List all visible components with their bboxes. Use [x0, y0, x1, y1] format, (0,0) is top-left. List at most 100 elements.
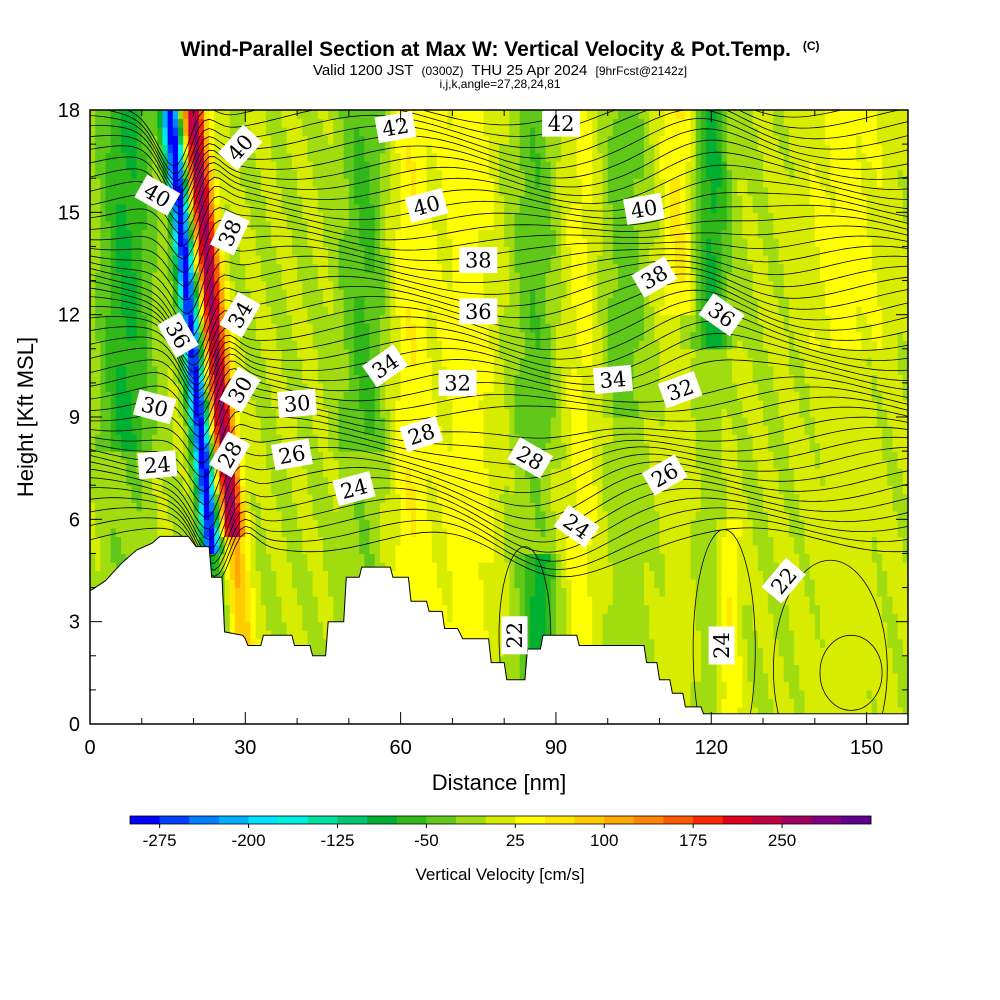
isentrope-line	[90, 186, 908, 247]
isentrope-line	[90, 151, 908, 215]
contour-label-text: 24	[143, 452, 172, 478]
y-tick-label: 6	[69, 509, 80, 531]
contour-label: 38	[459, 247, 498, 274]
colorbar-swatch	[337, 816, 368, 824]
chart-subtitle: Valid 1200 JST (0300Z) THU 25 Apr 2024 […	[313, 62, 687, 79]
isentrope-line	[90, 195, 908, 260]
contour-label-box	[438, 369, 477, 396]
isentrope-line	[90, 260, 908, 339]
isentrope-closed-contour	[692, 529, 756, 724]
isentrope-line	[90, 447, 908, 518]
contour-label: 40	[623, 192, 665, 226]
title-copyright-mark: (C)	[803, 39, 820, 53]
colorbar-tick-label: -200	[232, 831, 266, 850]
isentrope-line	[90, 368, 908, 426]
contour-label: 24	[708, 626, 735, 665]
contour-label-box	[270, 438, 313, 471]
contour-label-text: 36	[465, 300, 492, 324]
x-tick-label: 90	[545, 737, 567, 759]
colorbar-swatch	[722, 816, 753, 824]
isentrope-line	[90, 281, 908, 366]
colorbar-swatch	[367, 816, 398, 824]
isentrope-line	[90, 398, 908, 464]
isentrope-line	[90, 164, 908, 225]
isentrope-line	[90, 346, 908, 407]
contour-label-text: 40	[629, 195, 659, 223]
contour-label-box	[209, 431, 251, 478]
colorbar-swatch	[130, 816, 161, 824]
x-tick-label: 120	[695, 737, 728, 759]
isentrope-line	[90, 507, 908, 571]
y-tick-label: 15	[58, 202, 80, 224]
contour-label: 34	[592, 364, 633, 395]
contour-label-box	[708, 626, 735, 665]
isentrope-line	[104, 110, 901, 174]
colorbar-swatch	[159, 816, 190, 824]
isentrope-line	[90, 320, 908, 392]
isentrope-line	[90, 467, 908, 541]
contour-label-box	[374, 110, 417, 144]
colorbar-swatch	[218, 816, 249, 824]
contour-label-box	[132, 389, 177, 425]
contour-label: 42	[542, 110, 581, 137]
terrain-profile	[90, 535, 908, 724]
isentrope-line	[90, 517, 908, 577]
contour-label-box	[459, 298, 498, 325]
contour-label-box	[761, 557, 806, 604]
colorbar-swatch	[633, 816, 664, 824]
colorbar-tick-label: -50	[414, 831, 439, 850]
isentrope-line	[90, 309, 908, 385]
isentrope-line	[90, 176, 908, 235]
contour-label: 26	[270, 438, 313, 471]
contour-label: 36	[459, 298, 498, 325]
isentrope-line	[90, 207, 908, 273]
contour-label-box	[553, 504, 600, 548]
colorbar-swatch	[782, 816, 813, 824]
terrain-mask	[90, 535, 908, 724]
colorbar-swatch	[189, 816, 220, 824]
x-axis-label: Distance [nm]	[432, 770, 567, 795]
contour-label-box	[592, 364, 633, 395]
contour-label-box	[217, 124, 263, 171]
chart-title: Wind-Parallel Section at Max W: Vertical…	[180, 38, 819, 61]
contour-label-text: 26	[277, 441, 307, 469]
contour-label-box	[698, 293, 745, 337]
colorbar-swatch	[752, 816, 783, 824]
contour-label-box	[507, 437, 554, 479]
isentrope-closed-contour	[773, 559, 888, 724]
contour-label-box	[277, 388, 318, 419]
isentrope-line	[90, 487, 908, 557]
isentrope-line	[90, 139, 908, 207]
colorbar-swatch	[307, 816, 338, 824]
isentrope-line	[90, 376, 908, 438]
y-tick-label: 12	[58, 305, 80, 327]
isentrope-line	[90, 410, 908, 478]
x-tick-label: 60	[390, 737, 412, 759]
y-axis-label: Height [Kft MSL]	[13, 337, 38, 497]
colorbar-swatch	[544, 816, 575, 824]
colorbar-tick-label: 100	[590, 831, 618, 850]
isentrope-line	[90, 333, 908, 399]
colorbar: -275 -200 -125 -50 25 100 175 250	[129, 815, 872, 850]
colorbar-swatch	[693, 816, 724, 824]
colorbar-frame	[129, 815, 872, 825]
contour-label-box	[459, 247, 498, 274]
y-tick-label: 0	[69, 714, 80, 736]
contour-label-box	[641, 454, 688, 496]
isentrope-line	[90, 477, 908, 550]
colorbar-tick-label: -275	[143, 831, 177, 850]
y-tick-label: 9	[69, 407, 80, 429]
contour-label: 30	[132, 389, 177, 425]
colorbar-tick-label: 250	[768, 831, 796, 850]
contour-label: 22	[501, 616, 528, 655]
contour-label-text: 42	[548, 112, 575, 136]
contour-label-box	[657, 370, 703, 409]
isentrope-line	[90, 273, 908, 358]
y-tick-label: 3	[69, 612, 80, 634]
colorbar-swatch	[663, 816, 694, 824]
colorbar-swatch	[278, 816, 309, 824]
x-tick-label: 30	[234, 737, 256, 759]
